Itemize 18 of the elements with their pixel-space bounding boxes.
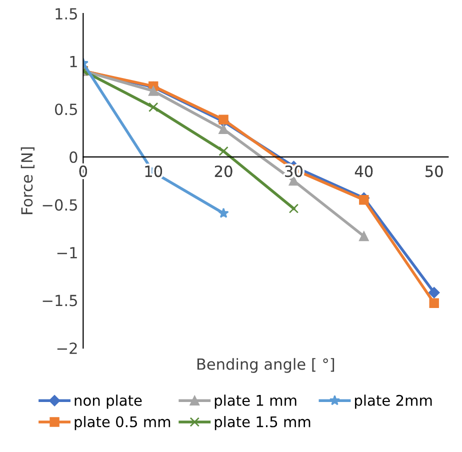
legend-label: non plate bbox=[74, 394, 142, 409]
y-tick-label: −1 bbox=[57, 247, 77, 258]
y-tick-label: 1.5 bbox=[56, 8, 77, 20]
x-axis-title: Bending angle [ °] bbox=[197, 358, 334, 373]
legend-label: plate 0.5 mm bbox=[74, 416, 170, 430]
y-tick-label: 0 bbox=[70, 151, 78, 163]
y-tick-label: −1.5 bbox=[42, 294, 77, 306]
legend-label: plate 1.5 mm bbox=[214, 416, 310, 430]
y-axis-title: Force [N] bbox=[20, 147, 34, 214]
x-tick-label: 20 bbox=[214, 166, 232, 178]
y-tick-label: −0.5 bbox=[42, 199, 77, 211]
x-tick-label: 50 bbox=[426, 166, 443, 178]
legend-label: plate 1 mm bbox=[214, 394, 296, 409]
x-tick-label: 40 bbox=[354, 166, 373, 178]
y-tick-label: 1 bbox=[70, 56, 77, 68]
legend-label: plate 2mm bbox=[355, 394, 432, 409]
y-tick-label: 0.5 bbox=[55, 104, 77, 116]
y-tick-label: −2 bbox=[57, 342, 77, 354]
